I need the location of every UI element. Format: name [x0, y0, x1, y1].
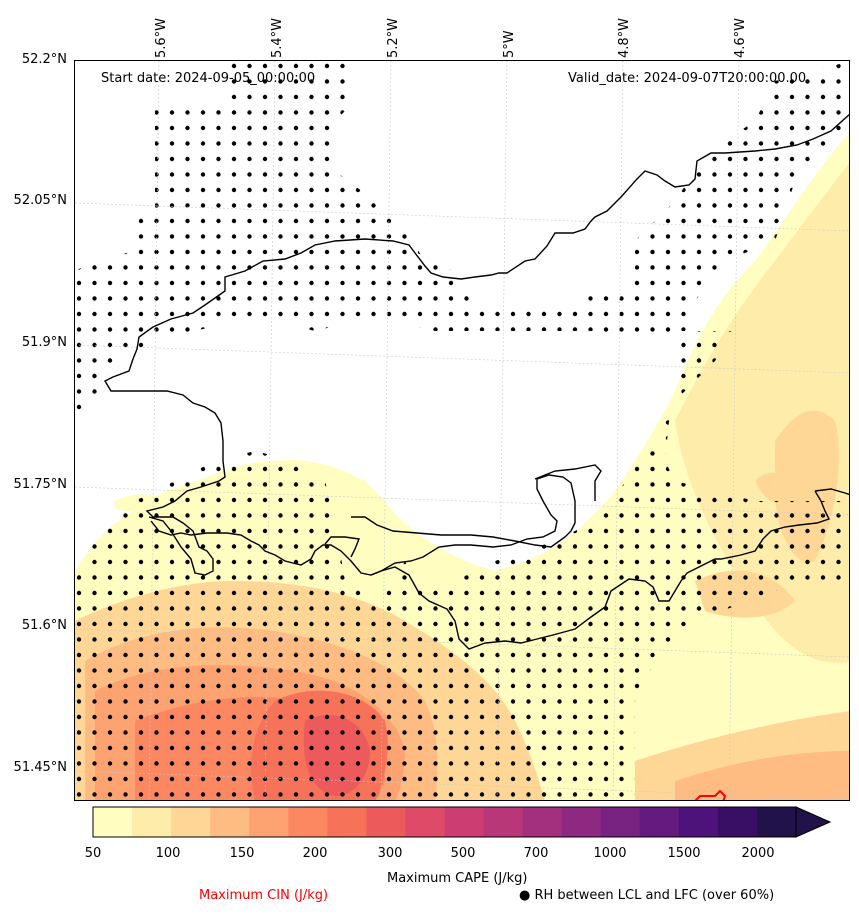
colorbar-frame	[92, 806, 797, 838]
colorbar-cell	[171, 807, 211, 837]
lat-tick-52.05n: 52.05°N	[13, 193, 67, 208]
cin-contour	[694, 789, 727, 800]
colorbar-cell	[444, 807, 485, 837]
cin-legend-label: Maximum CIN (J/kg)	[199, 888, 329, 903]
colorbar-cell	[600, 807, 641, 837]
rh-legend-label: ● RH between LCL and LFC (over 60%)	[519, 888, 775, 903]
colorbar-cell	[405, 807, 445, 837]
cb-tick-2000: 2000	[741, 846, 775, 861]
cb-tick-150: 150	[229, 846, 255, 861]
cb-tick-700: 700	[523, 846, 549, 861]
colorbar-cell	[717, 807, 758, 837]
colorbar-cell	[288, 807, 328, 837]
colorbar-cell	[561, 807, 602, 837]
cb-tick-1000: 1000	[593, 846, 627, 861]
lat-tick-52.2n: 52.2°N	[21, 52, 67, 67]
colorbar-cell	[639, 807, 680, 837]
colorbar-cell	[366, 807, 406, 837]
lat-tick-51.45n: 51.45°N	[13, 760, 67, 775]
lat-tick-51.75n: 51.75°N	[13, 477, 67, 492]
colorbar-cell	[93, 807, 133, 837]
cb-tick-50: 50	[84, 846, 102, 861]
colorbar	[92, 806, 832, 838]
valid-date-label: Valid_date: 2024-09-07T20:00:00.00	[568, 71, 807, 86]
graticule	[75, 61, 849, 800]
lat-tick-51.6n: 51.6°N	[21, 618, 67, 633]
cb-tick-1500: 1500	[667, 846, 701, 861]
lat-tick-51.9n: 51.9°N	[21, 335, 67, 350]
coastline	[104, 113, 849, 650]
colorbar-title: Maximum CAPE (J/kg)	[387, 871, 528, 886]
colorbar-extend-arrow	[795, 806, 832, 838]
colorbar-cell	[522, 807, 563, 837]
colorbar-cell	[678, 807, 719, 837]
colorbar-cell	[483, 807, 524, 837]
cb-tick-300: 300	[377, 846, 403, 861]
colorbar-cell	[327, 807, 367, 837]
map-panel	[74, 60, 850, 801]
cb-tick-200: 200	[302, 846, 328, 861]
colorbar-cell	[132, 807, 172, 837]
map-svg	[75, 61, 849, 800]
colorbar-cell	[249, 807, 289, 837]
colorbar-cell	[756, 807, 797, 837]
cb-tick-500: 500	[450, 846, 476, 861]
cb-tick-100: 100	[155, 846, 181, 861]
colorbar-cell	[210, 807, 250, 837]
start-date-label: Start date: 2024-09-05_00:00:00	[101, 71, 316, 86]
